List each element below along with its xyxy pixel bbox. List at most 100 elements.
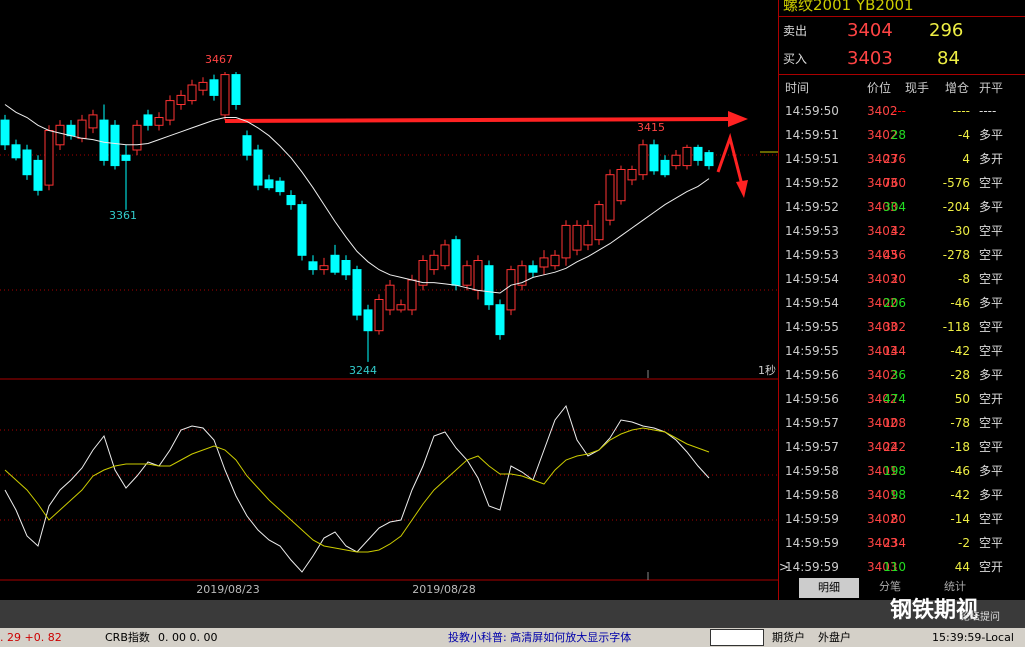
annotation-arrow — [716, 132, 744, 186]
candle-body — [583, 224, 593, 246]
volume: 474 — [883, 392, 906, 406]
time: 14:59:54 — [785, 296, 839, 310]
candle-body — [451, 239, 461, 286]
type: 空开 — [979, 392, 1004, 406]
change: -14 — [950, 512, 970, 526]
type: 多开 — [979, 152, 1004, 166]
candle-body — [264, 179, 274, 189]
time: 14:59:54 — [785, 272, 839, 286]
time: 14:59:59 — [785, 536, 839, 550]
candle-body — [121, 154, 131, 161]
arrowhead — [736, 180, 748, 198]
candle-body — [594, 204, 604, 241]
tick-row: 14:59:51 3402 28 -4 多平 — [779, 123, 1025, 147]
candle-body — [671, 154, 681, 167]
type: 空平 — [979, 512, 1004, 526]
clock: 15:39:59-Local — [932, 631, 1014, 644]
change: 50 — [954, 392, 970, 406]
low-label: 3361 — [109, 209, 137, 222]
tab[interactable]: 明细 — [799, 578, 859, 598]
candle-body — [0, 119, 10, 146]
index-label: CRB指数 — [105, 631, 150, 644]
candle-body — [385, 284, 395, 311]
input[interactable] — [710, 629, 764, 646]
candle-body — [374, 299, 384, 332]
candle-body — [77, 119, 87, 139]
type: 空开 — [979, 560, 1004, 574]
price: 3403 — [867, 224, 898, 238]
tick-row: >14:59:59 3403 110 44 空开 — [779, 555, 1025, 579]
time: 14:59:56 — [785, 392, 839, 406]
button[interactable]: 期货户 — [772, 631, 805, 644]
volume: 304 — [883, 200, 906, 214]
candle-body — [198, 81, 208, 91]
button[interactable]: 外盘户 — [818, 631, 851, 644]
candle-body — [440, 244, 450, 267]
volume: 234 — [883, 536, 906, 550]
index-value: 0. 00 0. 00 — [158, 631, 218, 644]
candle-body — [308, 261, 318, 271]
tab[interactable]: 统计 — [944, 580, 966, 593]
time: 14:59:58 — [785, 464, 839, 478]
candle-body — [605, 174, 615, 221]
volume: 198 — [883, 464, 906, 478]
price: 3403 — [867, 200, 898, 214]
notice[interactable]: 投教小科普: 高清屏如何放大显示字体 — [448, 631, 632, 644]
candle-body — [11, 144, 21, 159]
tick-row: 14:59:55 3403 302 -118 空平 — [779, 315, 1025, 339]
candle-body — [44, 130, 54, 186]
candle-body — [88, 114, 98, 129]
tick-row: 14:59:52 3403 760 -576 空平 — [779, 171, 1025, 195]
candle-body — [473, 260, 483, 291]
change: -118 — [942, 320, 970, 334]
price: 3402 — [867, 128, 898, 142]
volume: 206 — [883, 296, 906, 310]
interval-label: 1秒 — [758, 363, 776, 377]
candle-body — [429, 254, 439, 271]
price: 3403 — [867, 176, 898, 190]
price: 3404 — [847, 20, 893, 41]
candle-body — [693, 146, 703, 161]
time: 14:59:58 — [785, 488, 839, 502]
change: 44 — [954, 560, 970, 574]
time: 14:59:57 — [785, 416, 839, 430]
type: 空平 — [979, 440, 1004, 454]
candle-body — [528, 265, 538, 273]
high-label: 3467 — [205, 53, 233, 66]
candle-body — [242, 135, 252, 156]
candle-body — [132, 124, 142, 151]
change: -46 — [950, 296, 970, 310]
tick-row: 14:59:50 3402 --- ---- ---- — [779, 99, 1025, 123]
type: 空平 — [979, 176, 1004, 190]
type: 多平 — [979, 128, 1004, 142]
candle-body — [682, 146, 692, 167]
candle-body — [396, 304, 406, 311]
row-marker: > — [779, 560, 790, 574]
candle-body — [253, 149, 263, 186]
tick-row: 14:59:53 3403 42 -30 空平 — [779, 219, 1025, 243]
change: -42 — [950, 344, 970, 358]
label: 卖出 — [783, 24, 808, 38]
time: 14:59:52 — [785, 176, 839, 190]
price: 3402 — [867, 296, 898, 310]
type: 多平 — [979, 368, 1004, 382]
contract-header: 螺纹2001 YB2001 — [783, 0, 914, 14]
type: 多平 — [979, 200, 1004, 214]
time: 14:59:51 — [785, 152, 839, 166]
watermark-title: 钢铁期视 — [890, 598, 979, 623]
price: 3402 — [867, 368, 898, 382]
tick-row: 14:59:55 3403 144 -42 空平 — [779, 339, 1025, 363]
tick-row: 14:59:57 3402 242 -18 空平 — [779, 435, 1025, 459]
candle-body — [616, 169, 626, 202]
candle-body — [484, 265, 494, 306]
change: -8 — [958, 272, 970, 286]
volume: 276 — [883, 152, 906, 166]
candle-body — [550, 254, 560, 267]
date-label: 2019/08/28 — [412, 583, 475, 596]
tab[interactable]: 分笔 — [879, 580, 901, 593]
volume: 302 — [883, 320, 906, 334]
column-header: 时间 — [785, 81, 810, 95]
price: 3402 — [867, 392, 898, 406]
change: -576 — [942, 176, 970, 190]
candle-body — [286, 195, 296, 206]
